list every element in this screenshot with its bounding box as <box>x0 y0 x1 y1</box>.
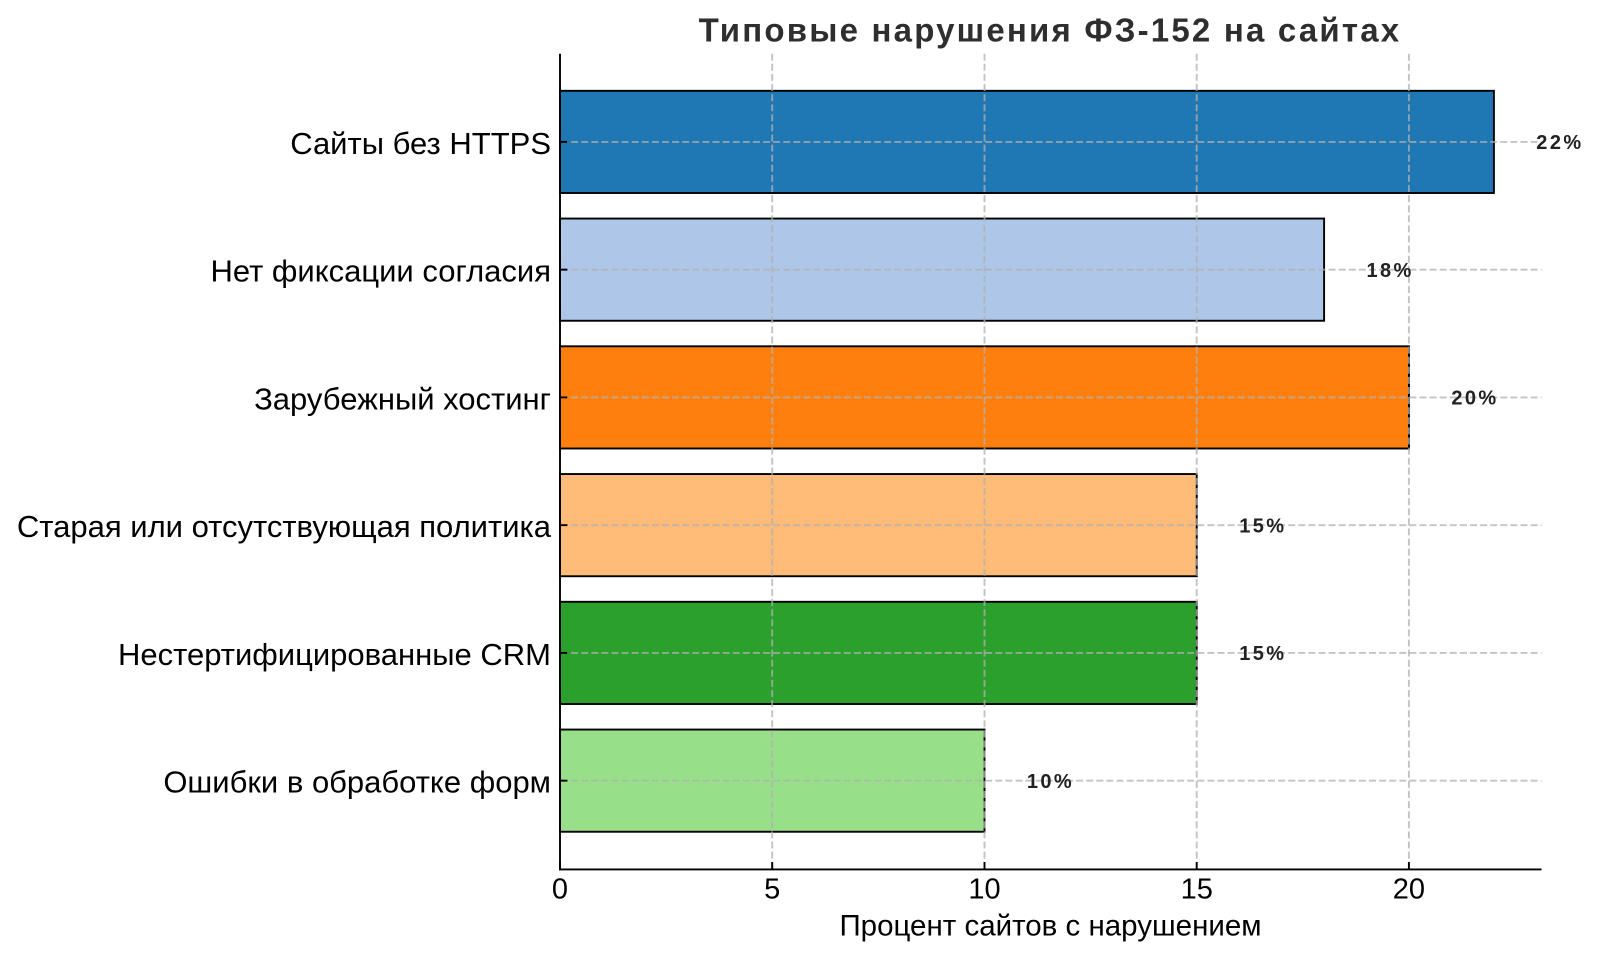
svg-text:Старая или отсутствующая полит: Старая или отсутствующая политика <box>17 509 552 544</box>
svg-text:Нет фиксации согласия: Нет фиксации согласия <box>210 254 551 289</box>
svg-text:10%: 10% <box>1027 771 1074 793</box>
svg-text:Сайты без HTTPS: Сайты без HTTPS <box>290 126 551 161</box>
svg-text:Нестертифицированные CRM: Нестертифицированные CRM <box>118 637 551 672</box>
svg-text:15%: 15% <box>1239 643 1286 665</box>
svg-text:20%: 20% <box>1451 388 1498 410</box>
svg-text:0: 0 <box>552 874 568 906</box>
svg-text:10: 10 <box>968 874 1000 906</box>
svg-text:Зарубежный хостинг: Зарубежный хостинг <box>254 381 551 416</box>
svg-text:15%: 15% <box>1239 515 1286 537</box>
svg-text:Ошибки в обработке форм: Ошибки в обработке форм <box>163 765 551 800</box>
svg-text:15: 15 <box>1181 874 1213 906</box>
svg-text:18%: 18% <box>1367 260 1414 282</box>
svg-text:22%: 22% <box>1536 132 1583 154</box>
svg-text:20: 20 <box>1393 874 1425 906</box>
svg-text:5: 5 <box>764 874 780 906</box>
svg-text:Процент сайтов с нарушением: Процент сайтов с нарушением <box>839 910 1261 943</box>
svg-text:Типовые нарушения ФЗ-152 на са: Типовые нарушения ФЗ-152 на сайтах <box>699 12 1402 49</box>
